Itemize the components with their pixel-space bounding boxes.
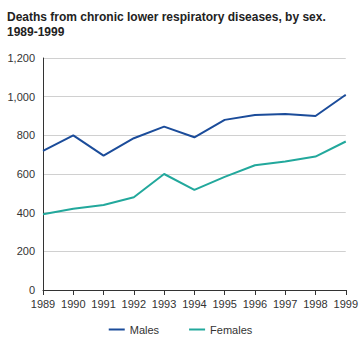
svg-text:1996: 1996 <box>243 298 267 310</box>
svg-text:1989-1999: 1989-1999 <box>7 25 65 39</box>
svg-text:1995: 1995 <box>212 298 236 310</box>
svg-text:Males: Males <box>130 324 160 336</box>
svg-text:200: 200 <box>17 245 35 257</box>
svg-text:1998: 1998 <box>303 298 327 310</box>
svg-text:1,200: 1,200 <box>7 52 35 64</box>
svg-text:800: 800 <box>17 129 35 141</box>
svg-text:600: 600 <box>17 168 35 180</box>
svg-text:1990: 1990 <box>61 298 85 310</box>
svg-text:1992: 1992 <box>122 298 146 310</box>
svg-text:1989: 1989 <box>31 298 55 310</box>
svg-text:1994: 1994 <box>182 298 206 310</box>
svg-text:Deaths from chronic lower resp: Deaths from chronic lower respiratory di… <box>7 10 326 24</box>
svg-text:400: 400 <box>17 207 35 219</box>
svg-text:1,000: 1,000 <box>7 91 35 103</box>
svg-text:1991: 1991 <box>91 298 115 310</box>
svg-text:1997: 1997 <box>273 298 297 310</box>
svg-text:0: 0 <box>29 284 35 296</box>
svg-text:1993: 1993 <box>152 298 176 310</box>
svg-text:Females: Females <box>210 324 253 336</box>
svg-text:1999: 1999 <box>334 298 358 310</box>
